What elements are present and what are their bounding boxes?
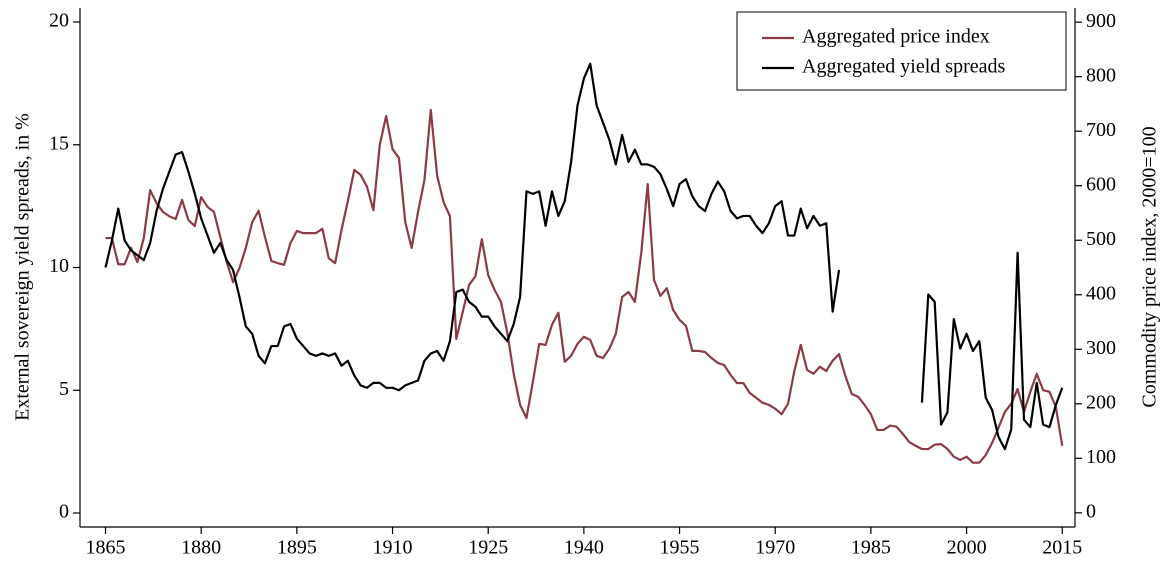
x-tick-label: 1895 bbox=[277, 537, 317, 559]
series-line bbox=[104, 62, 1064, 451]
y2-tick-label: 800 bbox=[1086, 64, 1116, 86]
y2-tick-label: 600 bbox=[1086, 173, 1116, 195]
x-tick-label: 1910 bbox=[373, 537, 413, 559]
y-tick-label: 15 bbox=[49, 132, 69, 154]
y2-tick-label: 0 bbox=[1086, 500, 1096, 522]
legend-label: Aggregated price index bbox=[802, 26, 990, 48]
y-tick-label: 5 bbox=[59, 378, 69, 400]
y2-tick-label: 100 bbox=[1086, 446, 1116, 468]
x-tick-label: 1925 bbox=[468, 537, 508, 559]
y-tick-label: 0 bbox=[59, 501, 69, 523]
y-tick-label: 20 bbox=[49, 10, 69, 32]
x-tick-label: 1865 bbox=[86, 537, 126, 559]
x-tick-label: 2000 bbox=[947, 537, 987, 559]
y2-tick-label: 500 bbox=[1086, 228, 1116, 250]
x-tick-label: 1880 bbox=[181, 537, 221, 559]
legend-label: Aggregated yield spreads bbox=[802, 56, 1005, 78]
x-tick-label: 1970 bbox=[755, 537, 795, 559]
x-tick-label: 1955 bbox=[660, 537, 700, 559]
x-tick-label: 1940 bbox=[564, 537, 604, 559]
legend-box bbox=[736, 11, 1067, 91]
y2-tick-label: 400 bbox=[1086, 282, 1116, 304]
x-tick-label: 2015 bbox=[1042, 537, 1082, 559]
y2-axis-label: Commodity price index, 2000=100 bbox=[1139, 126, 1161, 407]
y2-tick-label: 300 bbox=[1086, 337, 1116, 359]
y2-tick-label: 200 bbox=[1086, 391, 1116, 413]
y-tick-label: 10 bbox=[49, 255, 69, 277]
series-line bbox=[105, 108, 1064, 464]
y-axis-label: External sovereign yield spreads, in % bbox=[12, 113, 34, 421]
x-tick-label: 1985 bbox=[851, 537, 891, 559]
y2-tick-label: 900 bbox=[1086, 10, 1116, 32]
y2-tick-label: 700 bbox=[1086, 119, 1116, 141]
